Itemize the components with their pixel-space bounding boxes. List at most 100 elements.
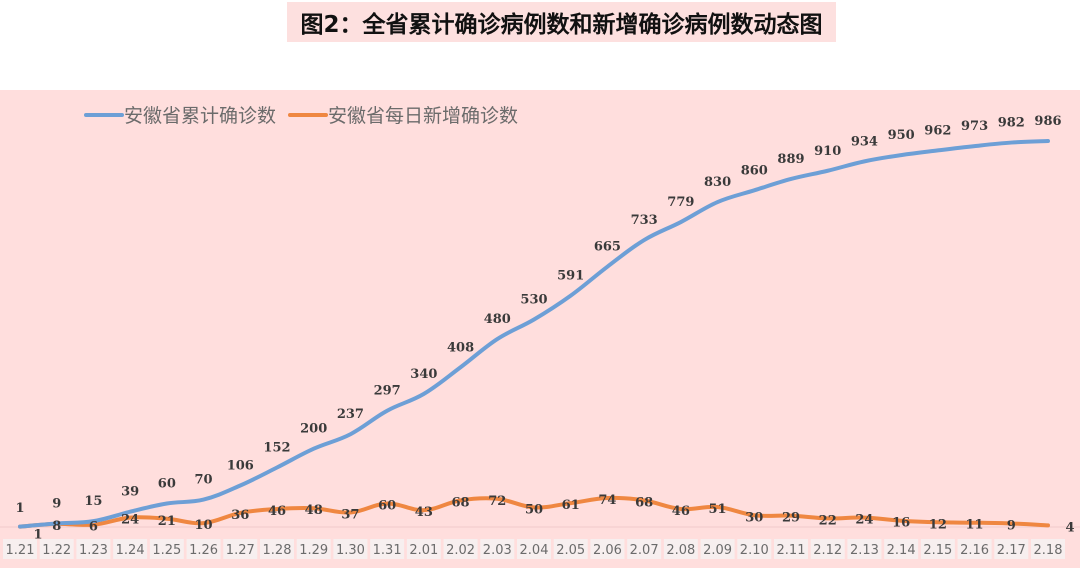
cumulative-data-label: 480	[484, 312, 511, 327]
daily-data-label: 51	[709, 502, 727, 517]
cumulative-data-label: 60	[158, 477, 176, 492]
x-axis-tick-label: 1.28	[260, 539, 294, 559]
x-axis-tick-label: 2.04	[517, 539, 551, 559]
svg-text:1.28: 1.28	[263, 543, 292, 558]
x-axis-tick-label: 1.25	[149, 539, 184, 559]
daily-data-label: 61	[562, 498, 580, 513]
x-axis-tick-label: 2.06	[590, 539, 625, 559]
x-axis-tick-label: 2.02	[443, 539, 478, 559]
daily-data-label: 16	[892, 516, 910, 531]
cumulative-data-label: 973	[961, 119, 988, 134]
legend-label-daily: 安徽省每日新增确诊数	[328, 105, 518, 127]
daily-data-label: 1	[33, 528, 42, 543]
chart-title-banner: 图2：全省累计确诊病例数和新增确诊病例数动态图	[287, 2, 836, 42]
daily-data-label: 36	[231, 508, 249, 523]
daily-data-label: 24	[855, 513, 873, 528]
svg-text:2.11: 2.11	[777, 543, 806, 558]
cumulative-data-label: 200	[300, 422, 327, 437]
svg-text:2.14: 2.14	[887, 543, 916, 558]
cumulative-data-label: 70	[195, 473, 213, 488]
x-axis-tick-label: 2.09	[700, 539, 735, 559]
cumulative-data-label: 860	[741, 163, 768, 178]
svg-text:2.09: 2.09	[703, 543, 732, 558]
daily-data-label: 9	[1007, 518, 1016, 533]
svg-text:2.16: 2.16	[960, 543, 989, 558]
svg-text:2.17: 2.17	[997, 543, 1026, 558]
x-axis-tick-label: 2.14	[884, 539, 919, 559]
svg-text:2.01: 2.01	[409, 543, 438, 558]
svg-text:2.03: 2.03	[483, 543, 512, 558]
svg-text:1.22: 1.22	[42, 543, 71, 558]
x-axis-ticks: 1.21 1.22 1.23 1.24 1.25 1.26 1.27 1.28 1.29 1.30…	[3, 539, 1065, 559]
svg-text:2.05: 2.05	[556, 543, 585, 558]
cumulative-data-label: 591	[557, 269, 584, 284]
daily-line	[18, 495, 1050, 529]
daily-data-label: 74	[598, 493, 616, 508]
svg-text:1.29: 1.29	[299, 543, 328, 558]
svg-text:2.06: 2.06	[593, 543, 622, 558]
daily-data-label: 68	[635, 495, 653, 510]
x-axis-tick-label: 1.21	[3, 539, 37, 559]
daily-data-label: 72	[488, 494, 506, 509]
cumulative-data-label: 408	[447, 340, 474, 355]
daily-data-label: 46	[672, 504, 690, 519]
cumulative-data-label: 889	[777, 152, 804, 167]
x-axis-tick-label: 1.31	[370, 539, 405, 559]
x-axis-tick-label: 2.15	[920, 539, 955, 559]
cumulative-data-label: 530	[520, 293, 547, 308]
daily-data-label: 46	[268, 504, 286, 519]
x-axis-tick-label: 2.08	[663, 539, 698, 559]
daily-data-label: 21	[158, 514, 176, 529]
series-layer	[18, 139, 1050, 529]
x-axis-tick-label: 2.18	[1031, 539, 1065, 559]
daily-data-label: 48	[305, 503, 323, 518]
daily-data-label: 11	[966, 518, 984, 533]
cumulative-data-label: 934	[851, 134, 878, 149]
daily-data-label: 6	[89, 520, 98, 535]
svg-text:1.25: 1.25	[152, 543, 181, 558]
cumulative-data-label: 830	[704, 175, 731, 190]
daily-data-label: 37	[341, 508, 359, 523]
daily-data-label: 43	[415, 505, 433, 520]
svg-text:2.10: 2.10	[740, 543, 769, 558]
cumulative-data-label: 910	[814, 144, 841, 159]
svg-text:1.24: 1.24	[116, 543, 145, 558]
daily-data-label: 8	[52, 519, 61, 534]
svg-text:2.07: 2.07	[630, 543, 659, 558]
daily-data-label: 24	[121, 513, 139, 528]
legend-label-cumulative: 安徽省累计确诊数	[124, 105, 276, 127]
x-axis-tick-label: 2.16	[957, 539, 992, 559]
svg-text:2.02: 2.02	[446, 543, 475, 558]
svg-text:2.15: 2.15	[923, 543, 952, 558]
daily-data-label: 68	[452, 495, 470, 510]
cumulative-data-label: 9	[52, 496, 61, 511]
cumulative-data-label: 152	[263, 440, 290, 455]
svg-text:2.13: 2.13	[850, 543, 879, 558]
cumulative-data-label: 340	[410, 367, 437, 382]
x-axis-tick-label: 2.11	[774, 539, 808, 559]
x-axis-tick-label: 1.23	[76, 539, 111, 559]
x-axis-tick-label: 1.26	[186, 539, 221, 559]
cumulative-data-label: 106	[227, 459, 254, 474]
daily-data-label: 30	[745, 510, 763, 525]
svg-text:1.27: 1.27	[226, 543, 255, 558]
cumulative-data-label: 237	[337, 407, 364, 422]
legend: 安徽省累计确诊数 安徽省每日新增确诊数	[84, 105, 518, 127]
chart-title: 图2：全省累计确诊病例数和新增确诊病例数动态图	[300, 12, 823, 38]
cumulative-data-label: 950	[888, 128, 915, 143]
x-axis-tick-label: 1.24	[113, 539, 148, 559]
x-axis-tick-label: 2.13	[847, 539, 882, 559]
daily-data-label: 22	[819, 513, 837, 528]
cumulative-data-label: 733	[631, 213, 658, 228]
x-axis-tick-label: 1.30	[333, 539, 368, 559]
svg-text:2.04: 2.04	[520, 543, 549, 558]
legend-item-daily: 安徽省每日新增确诊数	[288, 105, 518, 127]
daily-data-label: 4	[1065, 520, 1074, 535]
x-axis-tick-label: 2.17	[994, 539, 1029, 559]
cumulative-data-label: 986	[1034, 114, 1061, 129]
daily-data-label: 60	[378, 499, 396, 514]
cumulative-data-label: 39	[121, 485, 139, 500]
svg-text:1.30: 1.30	[336, 543, 365, 558]
svg-text:2.08: 2.08	[666, 543, 695, 558]
